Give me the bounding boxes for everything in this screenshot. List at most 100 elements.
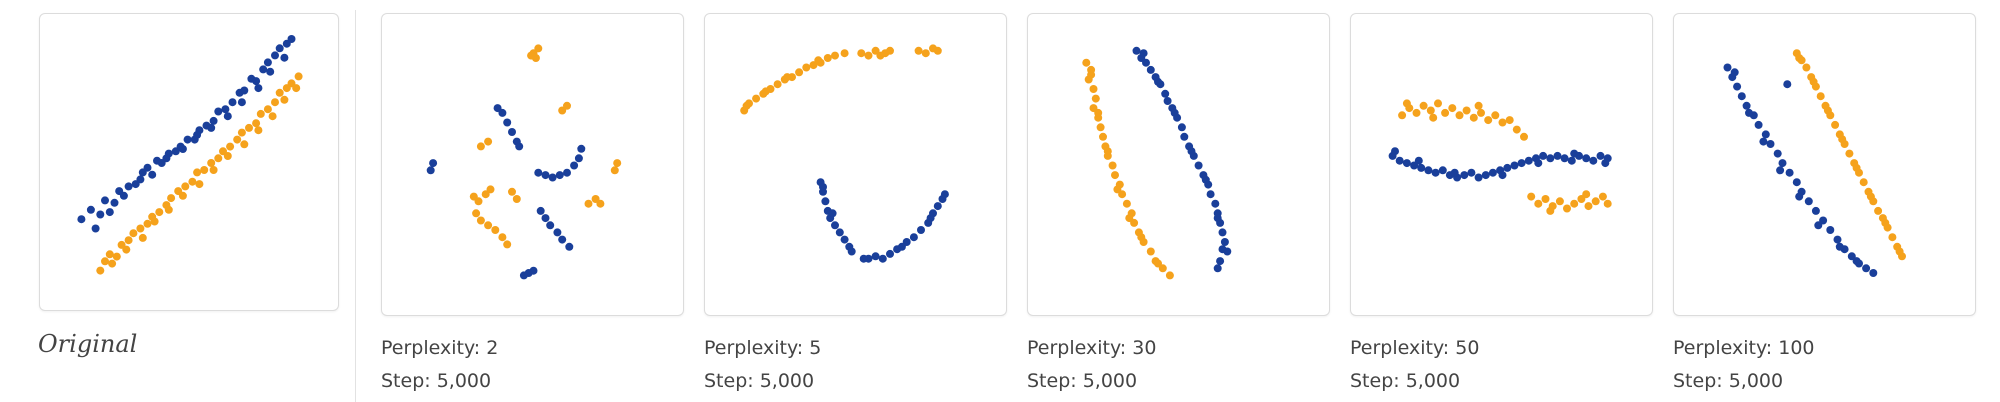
scatter-point-s0-23 bbox=[819, 183, 827, 191]
scatter-point-s1-14 bbox=[1859, 178, 1868, 187]
scatter-point-s0-24 bbox=[1560, 154, 1569, 163]
scatter-point-s1-17 bbox=[200, 166, 209, 174]
scatter-point-s1-19 bbox=[1534, 199, 1543, 208]
scatter-point-s0-18 bbox=[1517, 159, 1526, 168]
scatter-point-s0-11 bbox=[555, 171, 564, 180]
scatter-point-s1-30 bbox=[1895, 247, 1904, 256]
scatter-point-s0-21 bbox=[1539, 151, 1548, 160]
scatter-point-s1-46 bbox=[292, 84, 301, 93]
scatter-point-s1-12 bbox=[167, 194, 176, 203]
scatter-point-s1-19 bbox=[214, 154, 223, 163]
scatter-point-s0-29 bbox=[271, 51, 279, 60]
scatter-point-s0-29 bbox=[1814, 221, 1823, 230]
scatter-point-s0-38 bbox=[162, 154, 171, 163]
scatter-point-s1-23 bbox=[1563, 204, 1571, 213]
scatter-point-s0-9 bbox=[1773, 149, 1782, 158]
scatter-point-s0-23 bbox=[1553, 151, 1562, 160]
caption-original: Original bbox=[38, 330, 138, 358]
scatter-point-s0-33 bbox=[91, 224, 100, 233]
scatter-point-s1-22 bbox=[596, 199, 605, 208]
scatter-point-s1-38 bbox=[178, 191, 187, 200]
scatter-point-s1-13 bbox=[1491, 111, 1500, 120]
scatter-point-s1-32 bbox=[1474, 101, 1483, 110]
scatter-point-s0-18 bbox=[1211, 199, 1220, 208]
scatter-point-s0-26 bbox=[897, 242, 906, 251]
scatter-point-s1-7 bbox=[1096, 123, 1105, 132]
scatter-point-s0-43 bbox=[237, 98, 246, 107]
scatter-point-s1-4 bbox=[1091, 94, 1100, 103]
scatter-point-s0-10 bbox=[1460, 171, 1469, 180]
scatter-point-s0-29 bbox=[1187, 147, 1196, 156]
scatter-point-s1-16 bbox=[1512, 125, 1521, 134]
scatter-point-s0-29 bbox=[1596, 151, 1605, 160]
scatter-point-s1-8 bbox=[795, 68, 804, 77]
scatter-point-s0-16 bbox=[536, 206, 545, 215]
scatter-point-s0-5 bbox=[508, 128, 516, 136]
scatter-point-s1-23 bbox=[237, 128, 246, 137]
scatter-point-s0-30 bbox=[1835, 242, 1844, 251]
scatter-point-s0-12 bbox=[1792, 178, 1801, 187]
scatter-point-s1-30 bbox=[1402, 99, 1411, 108]
scatter-point-s0-24 bbox=[519, 271, 528, 280]
scatter-point-s1-25 bbox=[1094, 108, 1103, 117]
scatter-point-s0-34 bbox=[1498, 171, 1507, 180]
scatter-point-s0-17 bbox=[1826, 226, 1835, 234]
scatter-point-s0-26 bbox=[252, 77, 261, 86]
scatter-svg-perplexity-5 bbox=[740, 44, 949, 263]
scatter-point-s1-33 bbox=[1546, 206, 1555, 215]
perplexity-label: Perplexity: 50 bbox=[1350, 337, 1480, 359]
scatter-point-s0-21 bbox=[565, 242, 574, 251]
scatter-point-s0-36 bbox=[1570, 149, 1579, 158]
scatter-point-s0-21 bbox=[1218, 228, 1227, 237]
scatter-point-s0-15 bbox=[183, 135, 192, 144]
scatter-point-s0-10 bbox=[548, 173, 557, 182]
scatter-point-s1-12 bbox=[1484, 116, 1493, 125]
scatter-point-s0-2 bbox=[1733, 82, 1742, 91]
scatter-point-s0-25 bbox=[1745, 108, 1753, 117]
plot-perplexity-100 bbox=[1673, 13, 1976, 316]
scatter-point-s0-11 bbox=[1467, 168, 1476, 177]
scatter-point-s0-7 bbox=[1438, 166, 1447, 175]
scatter-point-s0-37 bbox=[1601, 159, 1610, 168]
scatter-point-s0-28 bbox=[1170, 108, 1179, 117]
scatter-point-s1-37 bbox=[164, 205, 173, 214]
scatter-point-s1-32 bbox=[294, 72, 303, 81]
scatter-point-s1-26 bbox=[783, 73, 792, 82]
scatter-point-s0-19 bbox=[209, 116, 218, 125]
scatter-point-s1-22 bbox=[233, 135, 242, 144]
scatter-point-s1-29 bbox=[1137, 233, 1146, 242]
scatter-point-s1-30 bbox=[1154, 259, 1162, 268]
scatter-point-s0-28 bbox=[1589, 156, 1598, 165]
scatter-point-s0-9 bbox=[143, 163, 152, 172]
scatter-point-s0-24 bbox=[1216, 257, 1225, 266]
scatter-point-s1-28 bbox=[1866, 192, 1875, 201]
scatter-point-s1-2 bbox=[1412, 108, 1421, 117]
scatter-point-s0-3 bbox=[1146, 65, 1155, 74]
scatter-point-s1-13 bbox=[491, 226, 500, 234]
scatter-point-s1-23 bbox=[610, 166, 619, 175]
scatter-point-s0-7 bbox=[515, 142, 524, 151]
scatter-point-s1-23 bbox=[1165, 271, 1174, 280]
caption-perplexity-30: Perplexity: 30 Step: 5,000 bbox=[1027, 332, 1156, 398]
scatter-point-s1-18 bbox=[1527, 192, 1536, 201]
scatter-point-s1-14 bbox=[498, 233, 507, 242]
scatter-point-s0-11 bbox=[1180, 132, 1189, 141]
scatter-point-s0-32 bbox=[287, 35, 296, 43]
scatter-point-s1-27 bbox=[1852, 163, 1861, 172]
scatter-point-s1-27 bbox=[1591, 197, 1600, 206]
scatter-point-s1-24 bbox=[1809, 77, 1818, 86]
scatter-point-s0-23 bbox=[529, 266, 538, 275]
perplexity-label: Perplexity: 5 bbox=[704, 337, 822, 359]
scatter-point-s0-23 bbox=[1869, 269, 1878, 277]
scatter-point-s0-12 bbox=[878, 254, 887, 263]
caption-perplexity-5: Perplexity: 5 Step: 5,000 bbox=[704, 332, 821, 398]
scatter-point-s1-1 bbox=[101, 257, 109, 266]
scatter-point-s0-39 bbox=[178, 145, 187, 153]
scatter-point-s0-27 bbox=[1776, 166, 1785, 175]
scatter-point-s1-14 bbox=[840, 49, 849, 58]
scatter-svg-perplexity-50 bbox=[1388, 99, 1612, 215]
scatter-point-s0-16 bbox=[1503, 163, 1512, 172]
scatter-point-s1-28 bbox=[271, 98, 279, 107]
scatter-point-s0-6 bbox=[1161, 89, 1170, 98]
scatter-svg-perplexity-2 bbox=[426, 44, 622, 280]
